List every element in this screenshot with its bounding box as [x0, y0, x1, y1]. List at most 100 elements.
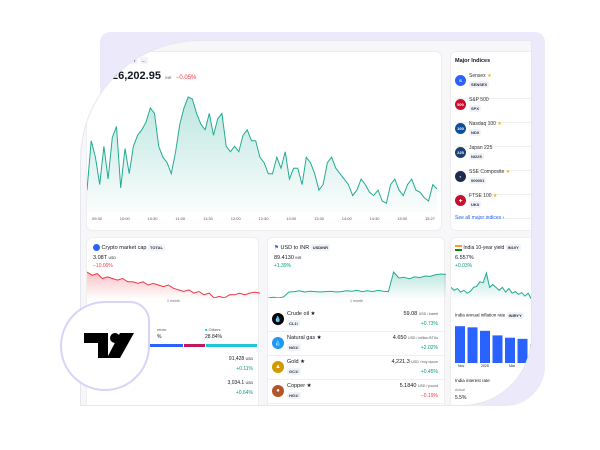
inflation-bar: [467, 327, 478, 363]
commodity-symbol: NG1!: [287, 344, 301, 351]
index-logo-icon: 100: [455, 123, 466, 134]
legend-others: ■ Others: [205, 327, 221, 332]
usdinr-chart[interactable]: [268, 270, 446, 298]
commodity-price: 4,221.3 USD / troy ounce: [391, 359, 438, 365]
area-fill: [87, 97, 437, 212]
inflation-header[interactable]: India annual inflation rate INIRYY: [455, 312, 524, 319]
crypto-icon: [93, 244, 100, 251]
crypto-row-2-change: +0.64%: [235, 390, 253, 396]
inflation-bar: [480, 330, 490, 363]
commodity-change: +0.45%: [420, 369, 438, 375]
x-tick-label: 15:27: [425, 216, 436, 221]
dominance-bar: [147, 344, 257, 347]
inflation-tick: Nov: [458, 364, 465, 368]
x-tick-label: 12:00: [231, 216, 242, 221]
currency-pair-icon: ⚑: [274, 244, 279, 251]
yield-change: +0.03%: [455, 263, 473, 269]
currency: INR: [165, 76, 172, 80]
index-symbol: UKX: [469, 201, 482, 208]
index-logo-icon: 225: [455, 147, 466, 158]
legend-ethereum: reum: [157, 327, 167, 332]
index-symbol: NI225: [469, 153, 484, 160]
index-item[interactable]: 225 Japan 225 NI225: [455, 142, 531, 171]
commodity-icon: ●: [272, 385, 284, 397]
india-card: India 10-year yield IN10Y 6.557% +0.03% …: [450, 237, 532, 405]
x-tick-label: 11:00: [175, 216, 185, 221]
index-name: FTSE 100 ★: [469, 193, 498, 199]
index-name: SSE Composite ★: [469, 169, 511, 175]
usdinr-badge: USDINR: [310, 244, 331, 251]
crypto-chart[interactable]: [87, 270, 260, 298]
index-item[interactable]: S Sensex ★ SENSEX: [455, 70, 531, 99]
crypto-period: 1 month: [167, 299, 180, 303]
usdinr-header[interactable]: ⚑ USD to INR USDINR: [274, 244, 331, 251]
x-tick-label: 10:30: [147, 216, 158, 221]
series-line: [87, 271, 260, 298]
price-row: 26,202.95 INR −0.05%: [112, 66, 196, 84]
x-tick-label: 10:00: [120, 216, 131, 221]
star-icon: ★: [497, 121, 502, 127]
index-logo-icon: ✚: [455, 195, 466, 206]
commodity-name: Natural gas ★: [287, 335, 322, 341]
index-chart-card[interactable]: y 50 NIFTY … 26,202.95 INR −0.05% 09:30 1…: [86, 51, 442, 231]
commodity-row[interactable]: ▲ Gold ★ GC1! 4,221.3 USD / troy ounce +0.45…: [268, 356, 446, 380]
x-tick-label: 14:00: [342, 216, 353, 221]
x-tick-label: 11:30: [203, 216, 213, 221]
commodity-row[interactable]: 💧 Crude oil ★ CL1! 59.08 USD / barrel +0.73%: [268, 308, 446, 332]
commodity-price: 59.08 USD / barrel: [403, 311, 438, 317]
x-tick-label: 09:30: [92, 216, 103, 221]
crypto-row-1-change: +0.11%: [236, 366, 253, 372]
crypto-unit: USD: [108, 256, 116, 260]
index-item[interactable]: 500 S&P 500 SPX: [455, 94, 531, 123]
inflation-bar: [455, 326, 465, 363]
commodity-row[interactable]: ● Copper ★ HG1! 5.1840 USD / pound −0.19%: [268, 380, 446, 404]
index-name: Sensex ★: [469, 73, 492, 79]
crypto-header[interactable]: Crypto market cap TOTAL: [93, 244, 165, 251]
usdinr-unit: INR: [295, 256, 302, 260]
see-all-indices-link[interactable]: See all major indices ›: [455, 215, 505, 221]
commodity-price: 4.650 USD / million BTUs: [392, 335, 438, 341]
inflation-bar-chart[interactable]: [451, 323, 532, 363]
commodity-name: Copper ★: [287, 383, 312, 389]
index-symbol: NDX: [469, 129, 482, 136]
more-button[interactable]: …: [139, 57, 148, 64]
index-symbol: SPX: [469, 105, 482, 112]
index-name: Nasdaq 100 ★: [469, 121, 502, 127]
yield-chart[interactable]: [451, 271, 532, 299]
area-fill: [87, 272, 260, 298]
index-item[interactable]: 100 Nasdaq 100 ★ NDX: [455, 118, 531, 147]
inflation-badge: INIRYY: [506, 312, 524, 319]
india-yield-header[interactable]: India 10-year yield IN10Y: [455, 244, 521, 251]
crypto-row-1-price: 91,428 USD: [228, 356, 253, 362]
symbol-badge: NIFTY: [122, 57, 138, 64]
index-item[interactable]: ✚ FTSE 100 ★ UKX: [455, 190, 531, 219]
star-icon: ★: [492, 193, 498, 199]
yield-badge: IN10Y: [505, 244, 521, 251]
area-fill: [268, 272, 446, 298]
index-symbol: 000001: [469, 177, 487, 184]
interest-title: India interest rate: [455, 378, 490, 383]
commodity-row[interactable]: 💧 Natural gas ★ NG1! 4.650 USD / million BT…: [268, 332, 446, 356]
tradingview-logo: [60, 301, 150, 391]
x-tick-label: 15:00: [397, 216, 408, 221]
x-tick-label: 14:30: [369, 216, 380, 221]
commodity-price: 5.1840 USD / pound: [399, 383, 438, 389]
yield-value: 6.557%: [455, 255, 474, 261]
commodity-change: +0.73%: [420, 321, 438, 327]
index-logo-icon: S: [455, 75, 466, 86]
legend-ethereum-value: %: [157, 334, 162, 340]
series-line: [268, 270, 446, 298]
crypto-value: 3.08T: [93, 255, 107, 261]
inflation-bar: [530, 344, 531, 363]
index-logo-icon: ◐: [455, 171, 466, 182]
commodity-symbol: HG1!: [287, 392, 301, 399]
price-chart[interactable]: 09:30 10:00 10:30 11:00 11:30 12:00 12:30 13:00…: [87, 84, 439, 224]
commodity-name: Gold ★: [287, 359, 306, 365]
x-tick-label: 13:30: [314, 216, 325, 221]
chart-title: y 50 NIFTY …: [109, 57, 148, 65]
commodity-symbol: CL1!: [287, 320, 300, 327]
usdinr-period: 1 month: [350, 299, 363, 303]
index-item[interactable]: ◐ SSE Composite ★ 000001: [455, 166, 531, 195]
area-fill: [451, 273, 531, 299]
x-tick-label: 13:00: [286, 216, 297, 221]
